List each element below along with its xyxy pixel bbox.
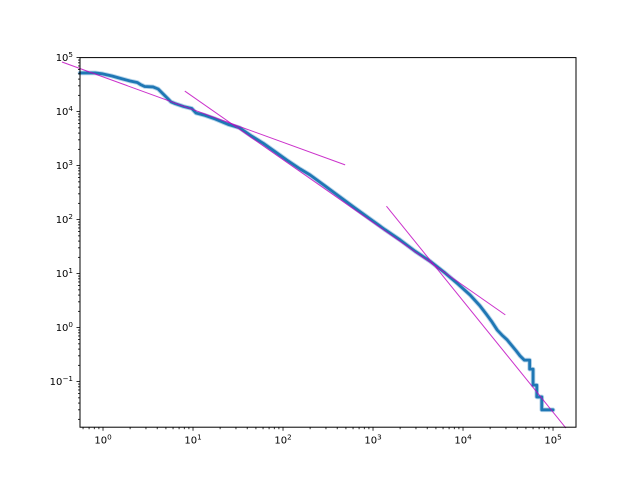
x-axis-tick-label: 105 xyxy=(544,433,561,447)
x-axis-tick-label: 100 xyxy=(94,433,112,447)
y-axis-tick-label: 105 xyxy=(56,50,73,64)
x-axis-tick-label: 101 xyxy=(184,433,201,447)
empirical-curve xyxy=(78,71,555,412)
y-axis-tick-label: 102 xyxy=(56,212,73,226)
axes-spines xyxy=(79,57,577,428)
y-axis-tick-label: 103 xyxy=(56,158,73,172)
x-axis-tick-label: 104 xyxy=(454,433,472,447)
x-axis-tick-label: 103 xyxy=(364,433,381,447)
empirical-curve-halo xyxy=(77,70,556,413)
y-axis-tick-label: 104 xyxy=(56,104,74,118)
y-axis-tick-label: 10−1 xyxy=(50,374,73,388)
power-law-fit-1 xyxy=(61,61,346,166)
y-axis-tick-label: 100 xyxy=(56,320,74,334)
power-law-fit-3 xyxy=(386,205,567,429)
x-axis-tick-label: 102 xyxy=(274,433,291,447)
power-law-fit-2 xyxy=(184,90,506,316)
y-axis-tick-label: 101 xyxy=(56,266,73,280)
